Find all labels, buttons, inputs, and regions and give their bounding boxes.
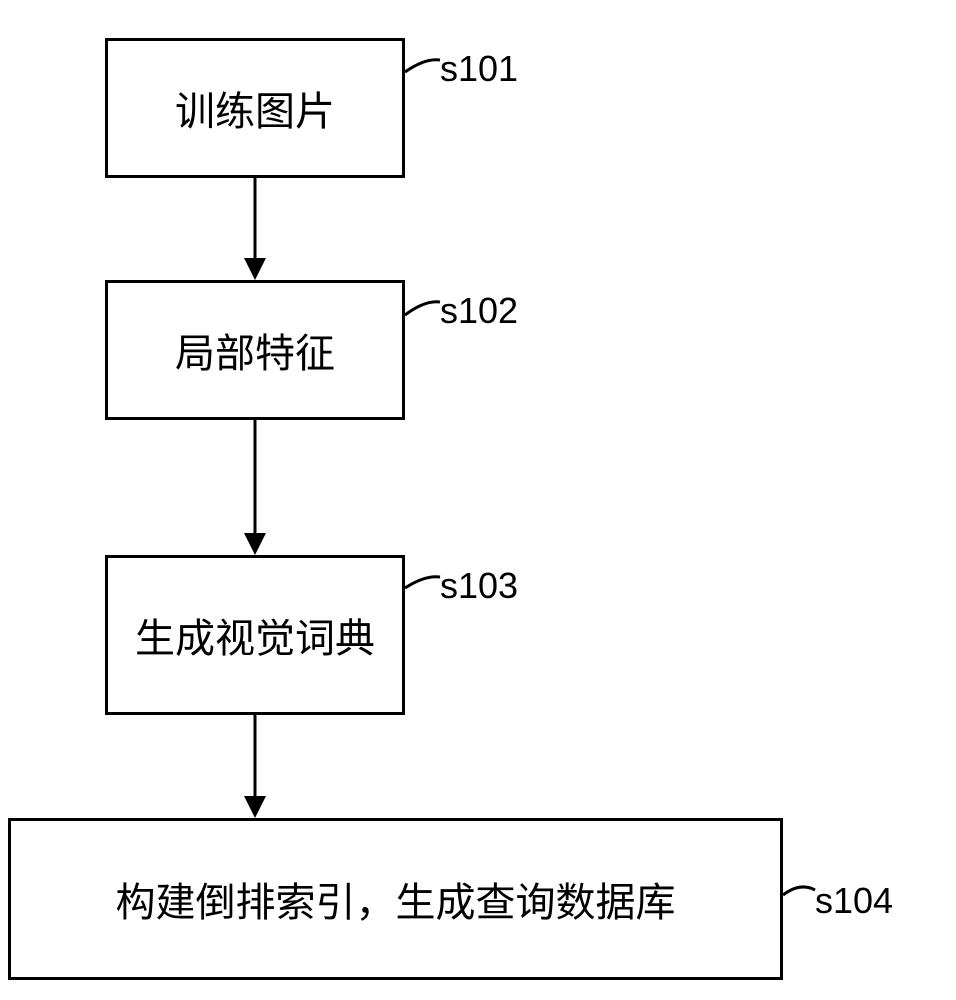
node-label-s104: s104 [815,880,893,922]
flowchart-container: 训练图片 s101 局部特征 s102 生成视觉词典 s103 构建倒排索引，生… [0,0,956,1000]
label-connector-4 [0,0,956,1000]
